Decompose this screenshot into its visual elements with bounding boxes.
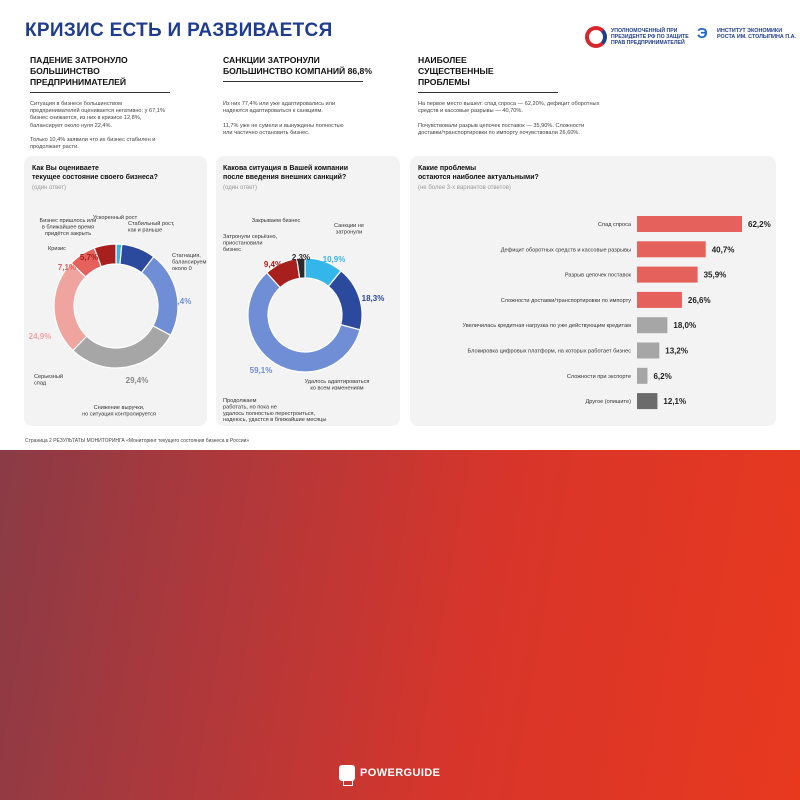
- sanctions-value-label-2: 59,1%: [250, 366, 273, 375]
- business-state-slice-3: [71, 325, 172, 369]
- business-state-value-label-3: 29,4%: [126, 376, 149, 385]
- problems-bar-1: [637, 241, 706, 258]
- problems-category-label-3: Сложности доставки/транспортировки по им…: [501, 298, 631, 304]
- column-1-heading: ПАДЕНИЕ ЗАТРОНУЛО БОЛЬШИНСТВО ПРЕДПРИНИМ…: [30, 55, 180, 93]
- problems-value-label-7: 12,1%: [663, 397, 686, 406]
- business-state-value-label-2: 22,4%: [169, 297, 192, 306]
- stolypin-logo-text: ИНСТИТУТ ЭКОНОМИКИ РОСТА ИМ. СТОЛЫПИНА П…: [717, 27, 797, 41]
- column-1-text: Ситуация в бизнесе большинством предприн…: [30, 101, 165, 151]
- sanctions-value-label-0: 10,9%: [323, 255, 346, 264]
- sanctions-category-label-0: Санкции не затронули: [334, 223, 364, 235]
- sanctions-slice-2: [247, 271, 361, 373]
- business-state-slice-6: [93, 243, 117, 268]
- business-state-slice-4: [53, 262, 88, 352]
- problems-category-label-4: Увеличилась кредитная нагрузка по уже де…: [463, 322, 632, 329]
- sanctions-slice-1: [327, 270, 363, 331]
- problems-category-label-0: Спад спроса: [598, 222, 632, 228]
- sanctions-question: Какова ситуация в Вашей компании после в…: [223, 165, 349, 181]
- problems-bar-6: [637, 367, 648, 384]
- sanctions-category-label-1: Удалось адаптироваться ко всем изменениям: [305, 379, 370, 391]
- powerguide-logo-icon: [339, 765, 355, 786]
- problems-bar-7: [637, 393, 658, 410]
- business-state-question: Как Вы оцениваете текущее состояние свое…: [32, 165, 158, 181]
- problems-category-label-1: Дефицит оборотных средств и кассовые раз…: [501, 247, 631, 253]
- problems-bar-4: [637, 317, 668, 334]
- business-state-category-label-2: Стагнация, балансируем около 0: [172, 253, 206, 272]
- problems-bar-chart: Спад спроса 62,2% Дефицит оборотных средст…: [463, 216, 771, 410]
- sanctions-note: (один ответ): [223, 185, 257, 191]
- problems-bar-5: [637, 342, 660, 359]
- sanctions-donut-chart: 10,9% Санкции не затронули 18,3% Удалось ада…: [223, 218, 385, 423]
- sanctions-category-label-2: Продолжаем работать, но пока не удалось по…: [223, 398, 326, 423]
- powerguide-brand: POWERGUIDE: [339, 765, 441, 786]
- problems-value-label-4: 18,0%: [673, 321, 696, 330]
- sanctions-category-label-4: Закрываем бизнес: [252, 218, 301, 224]
- problems-category-label-7: Другое (опишите): [585, 399, 631, 405]
- problems-value-label-1: 40,7%: [712, 245, 735, 254]
- report-page: КРИЗИС ЕСТЬ И РАЗВИВАЕТСЯ УПОЛНОМОЧЕННЫЙ…: [0, 0, 800, 450]
- problems-value-label-5: 13,2%: [665, 347, 688, 356]
- column-2-text: Из них 77,4% или уже адаптировались или …: [223, 101, 344, 136]
- ombudsman-logo: УПОЛНОМОЧЕННЫЙ ПРИ ПРЕЗИДЕНТЕ РФ ПО ЗАЩИ…: [585, 26, 691, 48]
- problems-value-label-0: 62,2%: [748, 220, 771, 229]
- problems-bar-0: [637, 216, 742, 232]
- stolypin-institute-logo: Э ИНСТИТУТ ЭКОНОМИКИ РОСТА ИМ. СТОЛЫПИНА…: [697, 26, 797, 42]
- sanctions-card: Какова ситуация в Вашей компании после в…: [216, 156, 400, 426]
- problems-value-label-6: 6,2%: [653, 372, 671, 381]
- column-2-heading: САНКЦИИ ЗАТРОНУЛИ БОЛЬШИНСТВО КОМПАНИЙ 8…: [223, 55, 383, 82]
- business-state-value-label-6: 5,7%: [80, 253, 98, 262]
- problems-card: Какие проблемы остаются наиболее актуаль…: [410, 156, 776, 426]
- column-3-text: На первое место вышел: спад спроса — 62,…: [418, 101, 600, 136]
- business-state-category-label-0: Ускоренный рост: [93, 214, 138, 221]
- sanctions-slice-4: [296, 257, 306, 280]
- business-state-value-label-1: 8,9%: [129, 255, 147, 264]
- problems-category-label-6: Сложности при экспорте: [567, 374, 631, 380]
- business-state-category-label-5: Кризис: [48, 246, 66, 252]
- sanctions-category-label-3: Затронули серьёзно, приостановили бизнес: [223, 234, 278, 253]
- sanctions-value-label-4: 2,3%: [292, 253, 310, 262]
- problems-category-label-2: Разрыв цепочек поставок: [565, 273, 632, 279]
- problems-value-label-2: 35,9%: [704, 271, 727, 280]
- business-state-value-label-5: 7,1%: [58, 263, 76, 272]
- problems-question: Какие проблемы остаются наиболее актуаль…: [418, 165, 539, 181]
- background-gradient: [0, 450, 800, 800]
- sanctions-value-label-3: 9,4%: [264, 260, 282, 269]
- problems-category-label-5: Блокировка цифровых платформ, на которых…: [468, 349, 632, 355]
- problems-bar-2: [637, 266, 698, 283]
- stolypin-logo-icon: Э: [697, 25, 708, 42]
- business-state-category-label-1: Стабильный рост, как и раньше: [128, 220, 175, 233]
- business-state-card: Как Вы оцениваете текущее состояние свое…: [24, 156, 207, 426]
- business-state-category-label-4: Серьезный спад: [34, 373, 63, 386]
- problems-value-label-3: 26,6%: [688, 296, 711, 305]
- column-3-heading: НАИБОЛЕЕ СУЩЕСТВЕННЫЕ ПРОБЛЕМЫ: [418, 55, 538, 93]
- page-footer: Страница 2 РЕЗУЛЬТАТЫ МОНИТОРИНГА «Монит…: [25, 438, 250, 444]
- problems-note: (не более 3-х вариантов ответов): [418, 185, 511, 191]
- ombudsman-logo-text: УПОЛНОМОЧЕННЫЙ ПРИ ПРЕЗИДЕНТЕ РФ ПО ЗАЩИ…: [611, 28, 689, 46]
- business-state-category-label-3: Снижение выручки, но ситуация контролируе…: [82, 405, 156, 417]
- business-state-note: (один ответ): [32, 185, 66, 191]
- ombudsman-logo-icon: [585, 26, 607, 48]
- problems-bar-3: [637, 291, 682, 308]
- business-state-category-label-6: Бизнес пришлось или в ближайшее время прид…: [40, 218, 97, 237]
- sanctions-value-label-1: 18,3%: [362, 294, 385, 303]
- page-title: КРИЗИС ЕСТЬ И РАЗВИВАЕТСЯ: [25, 20, 333, 41]
- powerguide-brand-text: POWERGUIDE: [360, 767, 441, 779]
- business-state-value-label-4: 24,9%: [29, 332, 52, 341]
